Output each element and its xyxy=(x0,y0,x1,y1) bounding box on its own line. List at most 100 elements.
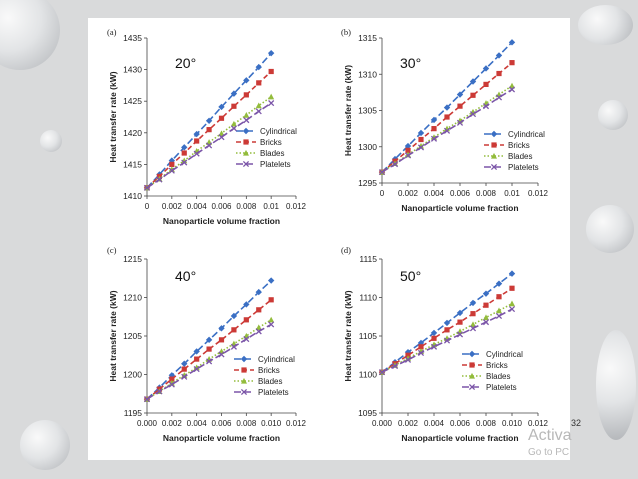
data-point xyxy=(431,126,437,132)
x-tick-label: 0.000 xyxy=(137,419,158,428)
data-point xyxy=(267,49,275,57)
data-point xyxy=(509,300,515,307)
y-axis-label: Heat transfer rate (kW) xyxy=(343,65,353,156)
y-tick-label: 1215 xyxy=(123,254,142,264)
data-point xyxy=(255,288,262,296)
data-point xyxy=(482,65,490,72)
data-point xyxy=(443,337,451,344)
data-point xyxy=(218,130,225,137)
data-point xyxy=(431,335,437,341)
data-point xyxy=(417,129,425,137)
y-tick-label: 1105 xyxy=(359,331,378,341)
x-tick-label: 0.012 xyxy=(286,419,307,428)
x-axis-label: Nanoparticle volume fraction xyxy=(401,433,518,443)
data-point xyxy=(469,111,477,118)
data-point xyxy=(456,119,464,126)
data-point xyxy=(268,68,274,75)
data-point xyxy=(230,90,238,97)
x-tick-label: 0.008 xyxy=(476,419,497,428)
x-tick-label: 0.01 xyxy=(263,202,279,211)
y-tick-label: 1205 xyxy=(123,331,142,341)
data-point xyxy=(267,277,275,284)
data-point xyxy=(255,108,262,115)
data-point xyxy=(404,356,412,363)
x-tick-label: 0.006 xyxy=(450,419,471,428)
legend-marker xyxy=(242,160,250,168)
y-axis-label: Heat transfer rate (kW) xyxy=(343,290,353,381)
angle-label: 50° xyxy=(400,268,421,284)
chart-3: 1195 1200 1205 1210 1215 0.000 0.002 0.004 0.006… xyxy=(107,245,307,443)
data-point xyxy=(181,144,188,151)
series-line xyxy=(146,70,272,189)
x-tick-label: 0.004 xyxy=(187,419,208,428)
data-point xyxy=(218,351,225,358)
data-point xyxy=(230,120,237,127)
data-point xyxy=(193,366,200,373)
data-point xyxy=(181,150,187,156)
data-point xyxy=(470,321,476,328)
data-point xyxy=(243,77,250,84)
legend-label: Cylindrical xyxy=(508,130,545,139)
y-tick-label: 1100 xyxy=(359,370,378,380)
legend-marker xyxy=(241,377,247,384)
y-tick-label: 1415 xyxy=(123,159,142,169)
legend-entry: Platelets xyxy=(234,388,289,397)
water-drop-decoration xyxy=(586,205,634,253)
x-tick-label: 0.010 xyxy=(261,419,282,428)
data-point xyxy=(206,127,212,133)
legend-label: Platelets xyxy=(258,388,289,397)
y-tick-label: 1310 xyxy=(358,69,377,79)
data-point xyxy=(444,114,450,120)
data-point xyxy=(268,297,274,303)
y-axis-label: Heat transfer rate (kW) xyxy=(108,71,118,162)
data-point xyxy=(206,142,213,149)
panel-label: (a) xyxy=(107,27,117,37)
legend-entry: Cylindrical xyxy=(234,355,295,364)
data-point xyxy=(456,309,464,317)
y-tick-label: 1430 xyxy=(123,65,142,75)
data-point xyxy=(404,152,412,159)
x-tick-label: 0.002 xyxy=(162,202,183,211)
x-tick-label: 0.012 xyxy=(286,202,307,211)
legend-label: Blades xyxy=(260,149,284,158)
y-tick-label: 1410 xyxy=(123,191,142,201)
legend-entry: Platelets xyxy=(462,383,517,392)
legend-entry: Blades xyxy=(462,372,510,381)
data-point xyxy=(231,103,237,109)
data-point xyxy=(430,343,438,350)
x-tick-label: 0.006 xyxy=(211,419,232,428)
water-drop-decoration xyxy=(40,130,62,152)
x-tick-label: 0 xyxy=(380,189,385,198)
legend-entry: Platelets xyxy=(236,160,291,169)
legend-marker xyxy=(243,149,249,156)
x-tick-label: 0.002 xyxy=(162,419,183,428)
data-point xyxy=(469,325,477,332)
data-point xyxy=(193,130,200,138)
data-point xyxy=(418,136,424,143)
legend-marker xyxy=(490,130,498,138)
chart-2: 1295 1300 1305 1310 1315 0 0.002 0.004 0.006 0.00… xyxy=(341,27,549,213)
data-point xyxy=(469,78,477,85)
data-point xyxy=(193,348,200,355)
series-platelets xyxy=(143,100,275,191)
data-point xyxy=(143,184,151,191)
legend-entry: Blades xyxy=(484,152,532,161)
data-point xyxy=(443,127,451,134)
x-tick-label: 0.006 xyxy=(450,189,471,198)
x-axis-label: Nanoparticle volume fraction xyxy=(163,216,280,226)
legend-marker xyxy=(241,367,247,373)
legend-label: Bricks xyxy=(260,138,282,147)
activation-watermark: Activa xyxy=(528,427,572,444)
data-point xyxy=(444,327,450,333)
data-point xyxy=(418,142,424,149)
legend-marker xyxy=(240,355,248,363)
series-line xyxy=(381,62,513,173)
data-point xyxy=(255,328,262,335)
data-point xyxy=(470,92,476,98)
water-drop-decoration xyxy=(598,100,628,130)
angle-label: 20° xyxy=(175,55,196,71)
legend-label: Cylindrical xyxy=(486,350,523,359)
x-tick-label: 0.002 xyxy=(398,419,419,428)
legend-label: Blades xyxy=(508,152,532,161)
